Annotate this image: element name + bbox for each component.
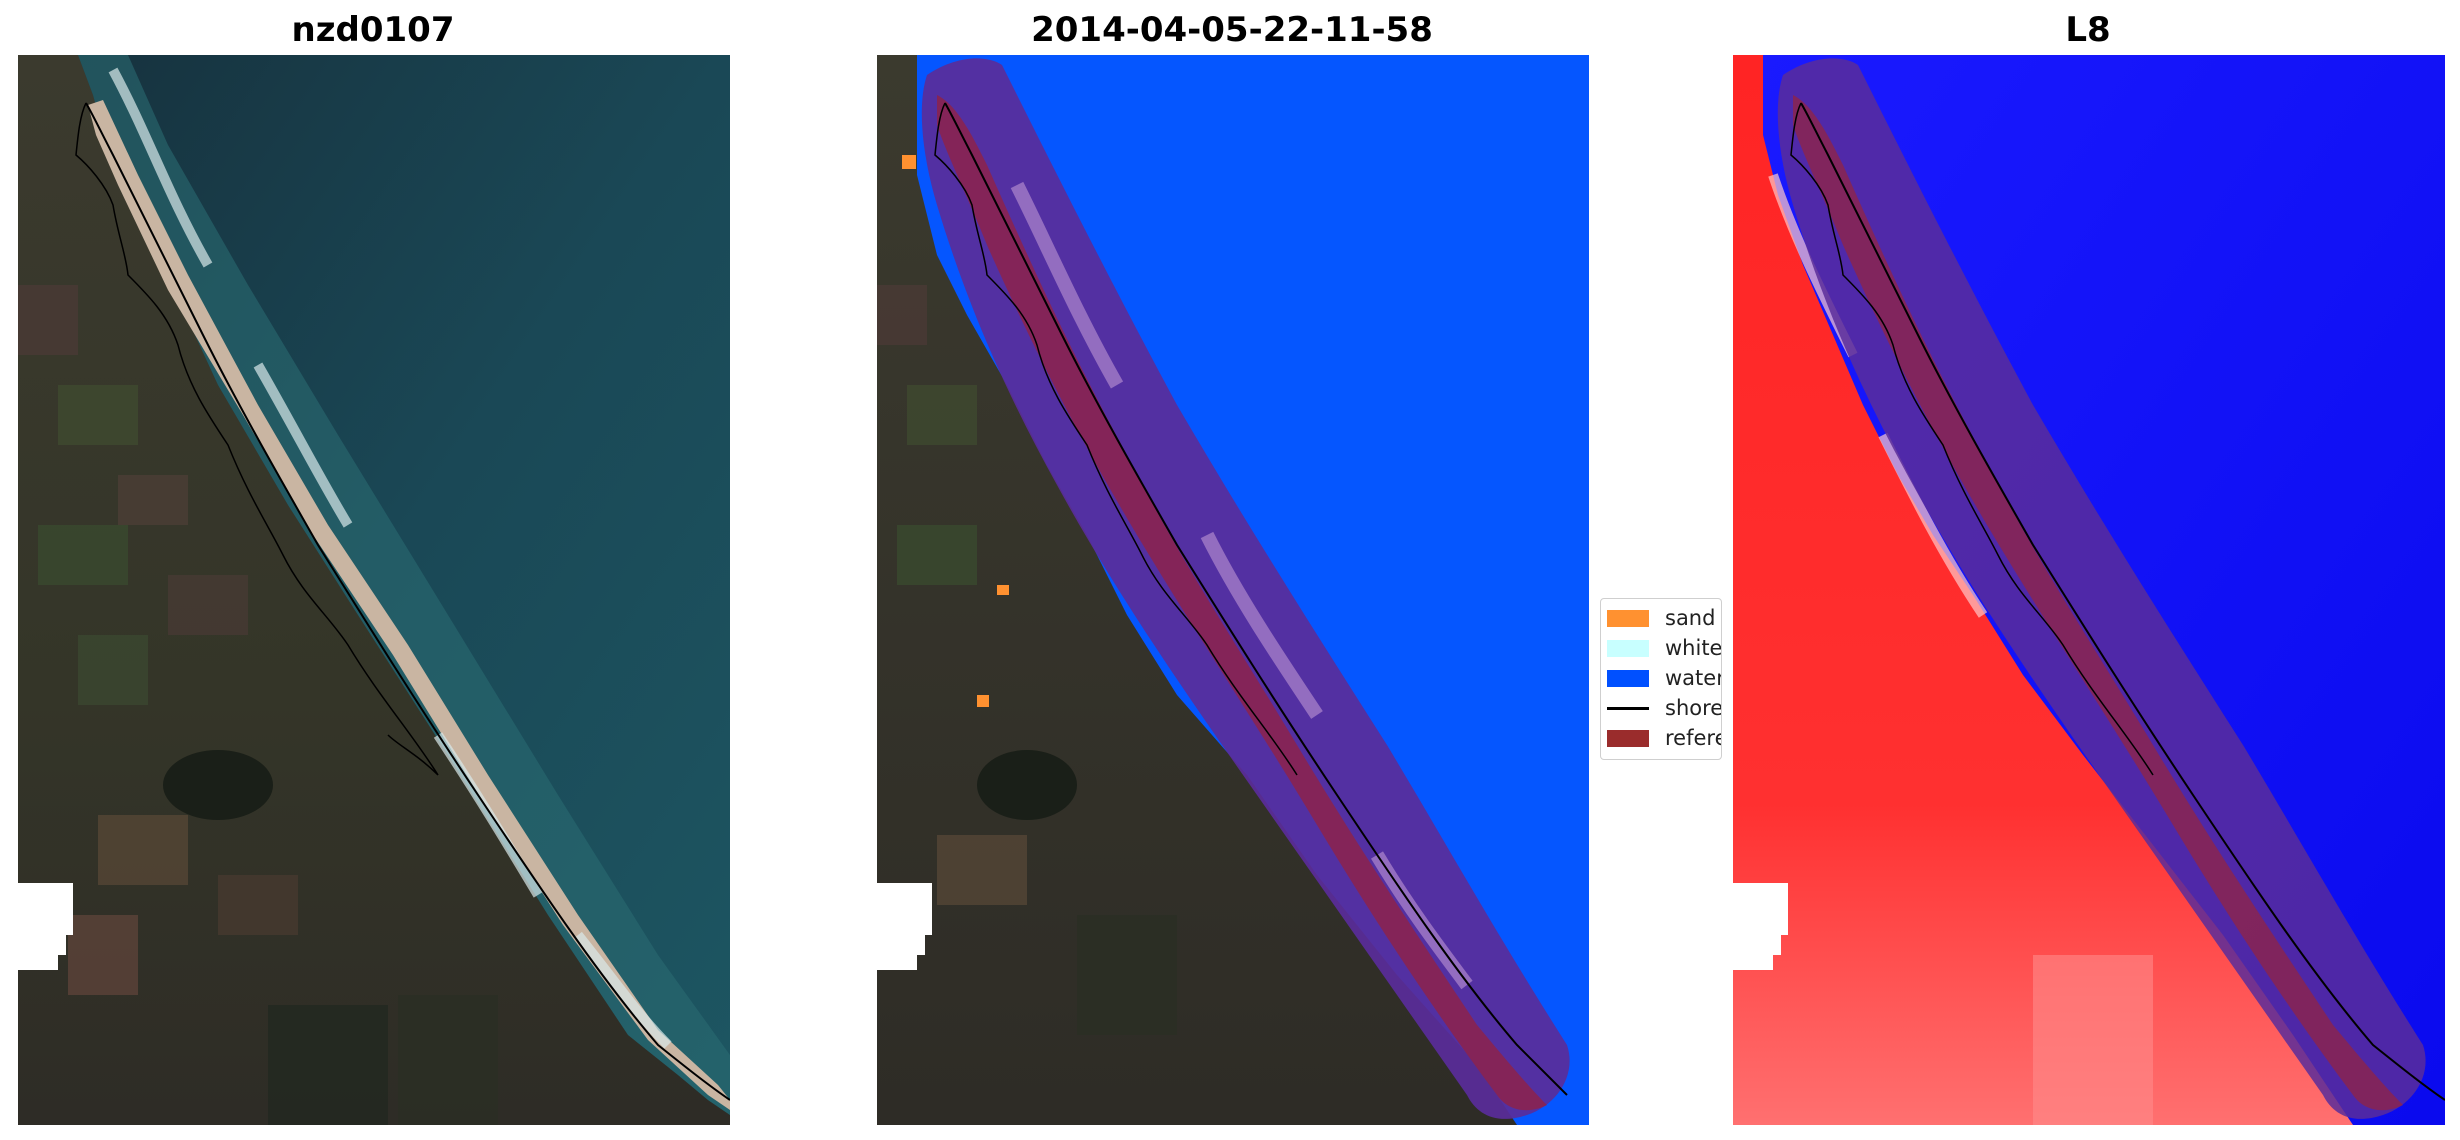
- sand-pixel: [997, 585, 1009, 595]
- masked-area: [1733, 883, 1788, 970]
- reference-shoreline-swatch: [1607, 730, 1649, 747]
- legend-item-reference-shoreline: reference shoreline: [1601, 723, 1721, 753]
- reference-shoreline-band: [1793, 95, 2403, 1111]
- inner-shoreline: [75, 102, 439, 776]
- mndwi-image: [1733, 55, 2445, 1125]
- whitewater-swatch: [1607, 640, 1649, 657]
- sand-swatch: [1607, 610, 1649, 627]
- classified-image: [877, 55, 1589, 1125]
- shoreline: [85, 102, 730, 1101]
- masked-area: [18, 883, 73, 970]
- inner-shoreline: [1790, 102, 2154, 776]
- shoreline-swatch: [1607, 707, 1649, 710]
- legend-label: water: [1665, 666, 1722, 690]
- land-area: [1733, 55, 2353, 1125]
- rgb-satellite-image: [18, 55, 730, 1125]
- reference-shoreline-band: [937, 95, 1547, 1111]
- sand-pixel: [902, 155, 916, 169]
- legend-item-sand: sand: [1601, 603, 1721, 633]
- buffer-zone: [1777, 58, 2426, 1119]
- legend-label: sand: [1665, 606, 1716, 630]
- panel-title-rgb: nzd0107: [291, 10, 455, 50]
- masked-area: [877, 883, 932, 970]
- shoreline: [944, 102, 1568, 1096]
- legend-label: reference shoreline: [1665, 726, 1721, 750]
- legend-item-shoreline: shoreline: [1601, 693, 1722, 723]
- shoreline: [1800, 102, 2445, 1101]
- land-area: [877, 55, 1517, 1125]
- legend-label: shoreline: [1665, 696, 1722, 720]
- panel-title-classified: 2014-04-05-22-11-58: [1031, 10, 1433, 50]
- inner-shoreline: [934, 102, 1298, 776]
- sand-pixel: [977, 695, 989, 707]
- water-swatch: [1607, 670, 1649, 687]
- legend-item-water: water: [1601, 663, 1722, 693]
- panel-title-mndwi: L8: [2065, 10, 2111, 50]
- land-area: [18, 55, 730, 1125]
